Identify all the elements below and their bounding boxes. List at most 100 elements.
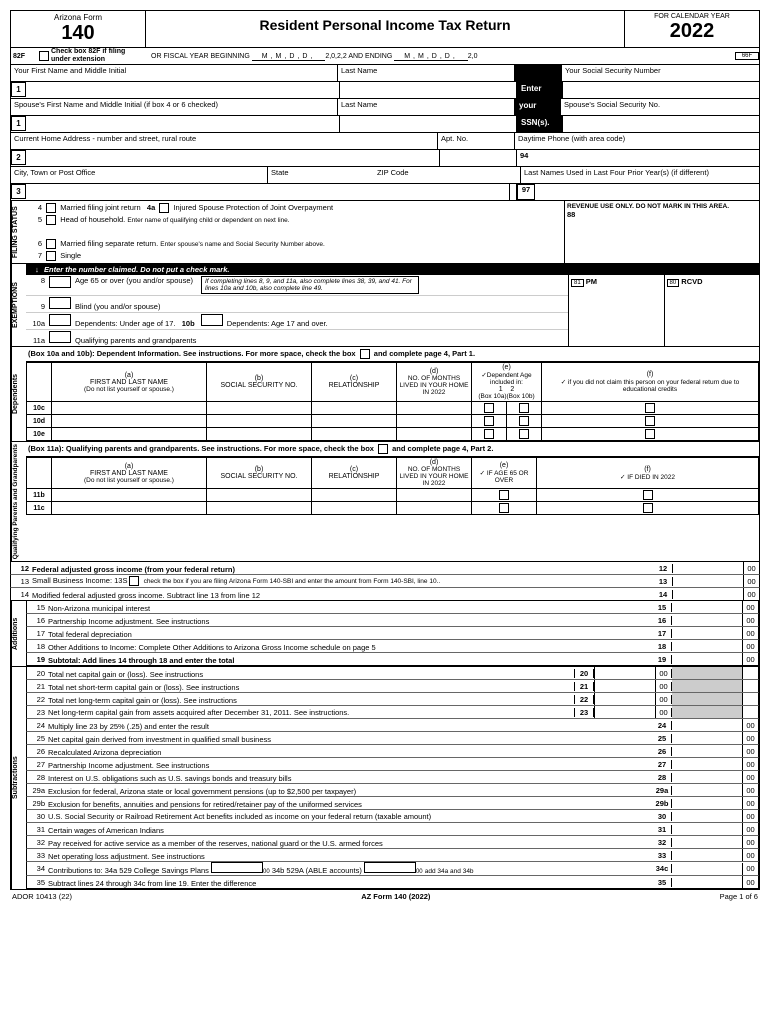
- label-8: Age 65 or over (you and/or spouse): [75, 276, 193, 294]
- label-7: Single: [60, 251, 81, 260]
- prior-names-input[interactable]: [510, 184, 517, 200]
- line-27: 27Partnership Income adjustment. See ins…: [26, 758, 759, 771]
- apt-input[interactable]: [440, 150, 517, 166]
- checkbox-5[interactable]: [46, 215, 56, 225]
- row-num-1b: 1: [11, 116, 26, 131]
- line-29b: 29bExclusion for benefits, annuities and…: [26, 797, 759, 810]
- qpg-row-11c[interactable]: 11c: [27, 502, 759, 515]
- form-title: Resident Personal Income Tax Return: [146, 11, 624, 47]
- enter-claimed-label: Enter the number claimed. Do not put a c…: [44, 265, 229, 274]
- dep-title: (Box 10a and 10b): Dependent Information…: [28, 349, 243, 358]
- line-23: 23Net long-term capital gain from assets…: [26, 706, 759, 719]
- line-15: 15Non-Arizona municipal interest1500: [26, 601, 759, 614]
- input-8[interactable]: [49, 276, 71, 288]
- checkbox-4a[interactable]: [159, 203, 169, 213]
- ssn-label: Your Social Security Number: [562, 65, 759, 81]
- form-header: Arizona Form140 Resident Personal Income…: [10, 10, 760, 48]
- checkbox-82f[interactable]: [39, 51, 49, 61]
- checkbox-13s[interactable]: [129, 576, 139, 586]
- revenue-use-label: REVENUE USE ONLY. DO NOT MARK IN THIS AR…: [567, 203, 757, 210]
- note-8-9: If completing lines 8, 9, and 11a, also …: [201, 276, 419, 294]
- label-9: Blind (you and/or spouse): [75, 302, 160, 311]
- dep-row-10d[interactable]: 10d: [27, 415, 759, 428]
- phone-label: Daytime Phone (with area code): [515, 133, 759, 149]
- address-input[interactable]: [26, 150, 440, 166]
- state-label: State: [268, 167, 374, 183]
- last-name-label: Last Name: [338, 65, 515, 81]
- line-21: 21Total net short-term capital gain or (…: [26, 680, 759, 693]
- page-footer: ADOR 10413 (22) AZ Form 140 (2022) Page …: [10, 889, 760, 903]
- line-12: 12Federal adjusted gross income (from yo…: [10, 562, 760, 575]
- line-16: 16Partnership Income adjustment. See ins…: [26, 614, 759, 627]
- dep-row-10c[interactable]: 10c: [27, 402, 759, 415]
- city-label: City, Town or Post Office: [11, 167, 268, 183]
- last-name-input[interactable]: [340, 82, 517, 98]
- address-label: Current Home Address - number and street…: [11, 133, 438, 149]
- box-97: 97: [517, 184, 535, 200]
- line-35: 35Subtract lines 24 through 34c from lin…: [26, 876, 759, 889]
- line-22: 22Total net long-term capital gain or (l…: [26, 693, 759, 706]
- label-5: Head of household.: [60, 215, 125, 224]
- box-66f: 66F: [735, 52, 759, 60]
- input-9[interactable]: [49, 297, 71, 309]
- label-10a: Dependents: Under age of 17.: [75, 319, 176, 328]
- qpg-table: (a)FIRST AND LAST NAME(Do not list yours…: [26, 457, 759, 515]
- dep-row-10e[interactable]: 10e: [27, 428, 759, 441]
- pm-label: PM: [586, 277, 597, 286]
- filing-status-label: FILING STATUS: [11, 201, 26, 263]
- line-26: 26Recalculated Arizona depreciation2600: [26, 745, 759, 758]
- label-11a: Qualifying parents and grandparents: [75, 336, 196, 345]
- city-input[interactable]: [26, 184, 510, 200]
- line-25: 25Net capital gain derived from investme…: [26, 732, 759, 745]
- rcvd-label: RCVD: [681, 277, 702, 286]
- line-18: 18Other Additions to Income: Complete Ot…: [26, 640, 759, 653]
- input-10a[interactable]: [49, 314, 71, 326]
- line-82f-num: 82F: [11, 52, 37, 61]
- input-10b[interactable]: [201, 314, 223, 326]
- spouse-ssn-input[interactable]: [563, 116, 759, 132]
- first-name-label: Your First Name and Middle Initial: [11, 65, 338, 81]
- row-num-3: 3: [11, 184, 26, 199]
- qpg-row-11b[interactable]: 11b: [27, 489, 759, 502]
- subtractions-label: Subtractions: [11, 667, 26, 889]
- spouse-last-input[interactable]: [340, 116, 517, 132]
- dependents-label: Dependents: [11, 347, 26, 441]
- line-14: 14Modified federal adjusted gross income…: [10, 588, 760, 601]
- label-4: Married filing joint return: [60, 203, 140, 212]
- line-30: 30U.S. Social Security or Railroad Retir…: [26, 810, 759, 823]
- line-28: 28Interest on U.S. obligations such as U…: [26, 771, 759, 784]
- label-6: Married filing separate return.: [60, 239, 158, 248]
- line-34: 34Contributions to: 34a 529 College Savi…: [26, 862, 759, 876]
- input-11a[interactable]: [49, 331, 71, 343]
- additions-label: Additions: [11, 601, 26, 666]
- line-32: 32Pay received for active service as a m…: [26, 836, 759, 849]
- spouse-first-input[interactable]: [26, 116, 340, 132]
- qpg-title: (Box 11a): Qualifying parents and grandp…: [28, 444, 262, 453]
- spouse-first-label: Spouse's First Name and Middle Initial (…: [11, 99, 338, 115]
- spouse-last-label: Last Name: [338, 99, 515, 115]
- fiscal-year-text: OR FISCAL YEAR BEGINNING M,M,D,D,2,0,2,2…: [141, 53, 735, 60]
- label-10b: Dependents: Age 17 and over.: [227, 319, 328, 328]
- label-82f: Check box 82F if filing under extension: [51, 48, 141, 64]
- exemptions-label: EXEMPTIONS: [11, 264, 26, 346]
- checkbox-dep-more[interactable]: [360, 349, 370, 359]
- line-13: 13Small Business Income: 13S check the b…: [10, 575, 760, 588]
- line-33: 33Net operating loss adjustment. See ins…: [26, 849, 759, 862]
- line-17: 17Total federal depreciation1700: [26, 627, 759, 640]
- checkbox-6[interactable]: [46, 239, 56, 249]
- row-num-1: 1: [11, 82, 26, 97]
- spouse-ssn-label: Spouse's Social Security No.: [561, 99, 759, 115]
- zip-label: ZIP Code: [374, 167, 521, 183]
- ssn-input[interactable]: [563, 82, 759, 98]
- enter-ssn-label: Enter: [517, 82, 563, 98]
- first-name-input[interactable]: [26, 82, 340, 98]
- checkbox-7[interactable]: [46, 251, 56, 261]
- checkbox-4[interactable]: [46, 203, 56, 213]
- dependents-table: (a)FIRST AND LAST NAME(Do not list yours…: [26, 362, 759, 441]
- line-20: 20Total net capital gain or (loss). See …: [26, 667, 759, 680]
- line-24: 24Multiply line 23 by 25% (.25) and ente…: [26, 719, 759, 732]
- prior-names-label: Last Names Used in Last Four Prior Year(…: [521, 167, 759, 183]
- qpg-label: Qualifying Parents and Grandparents: [11, 442, 26, 561]
- checkbox-qpg-more[interactable]: [378, 444, 388, 454]
- phone-94: 94: [517, 150, 759, 166]
